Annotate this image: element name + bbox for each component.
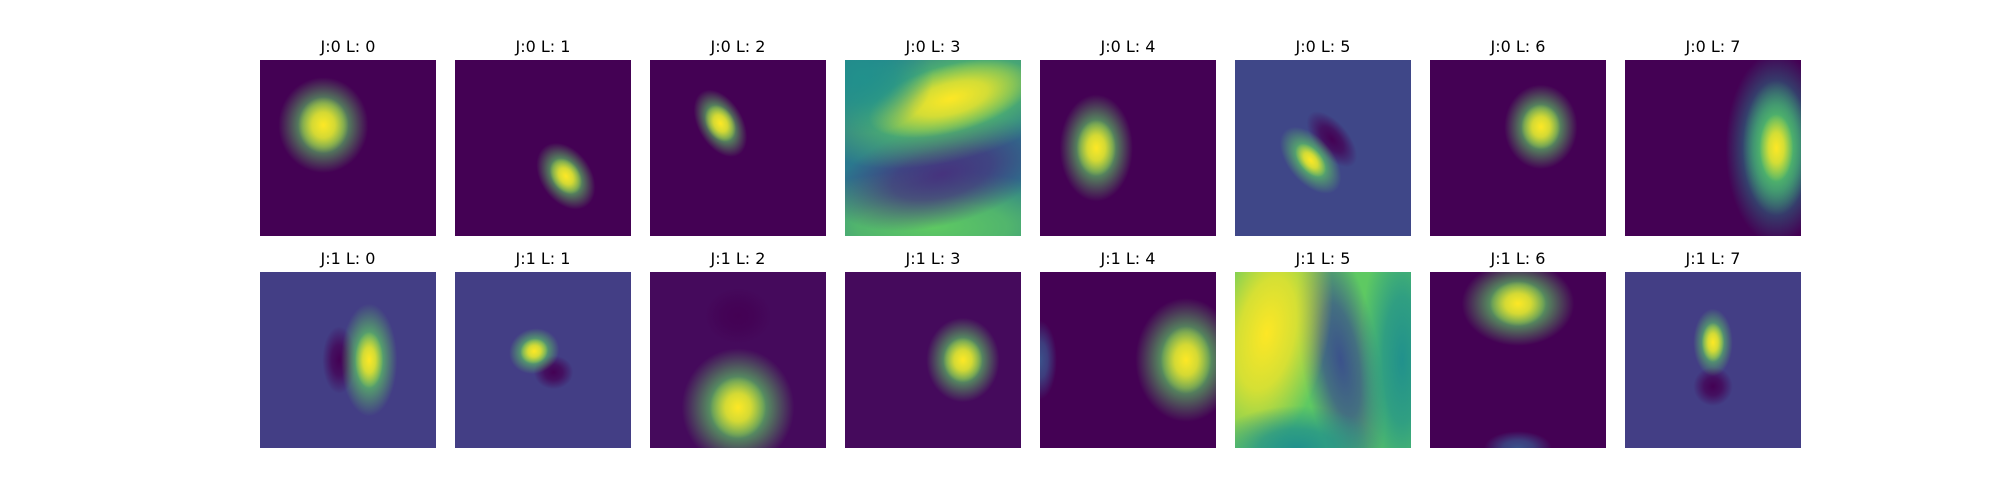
panel-title: J:0 L: 0 <box>320 37 376 56</box>
filter-image <box>1235 272 1411 448</box>
image-blob <box>298 96 349 154</box>
panel-title: J:0 L: 4 <box>1100 37 1156 56</box>
filter-image <box>260 60 436 236</box>
filter-image <box>845 272 1021 448</box>
filter-image <box>1235 60 1411 236</box>
panel: J:0 L: 1 <box>455 37 631 236</box>
panel-title: J:1 L: 5 <box>1295 249 1351 268</box>
panel: J:0 L: 6 <box>1430 37 1606 236</box>
panel-title: J:1 L: 6 <box>1490 249 1546 268</box>
image-blob <box>943 337 983 383</box>
panel: J:1 L: 2 <box>650 249 826 448</box>
image-blob <box>1359 272 1411 448</box>
image-blob <box>1040 320 1057 400</box>
filter-image <box>1625 272 1801 448</box>
panel: J:0 L: 0 <box>260 37 436 236</box>
image-blob <box>1235 272 1333 448</box>
image-blob <box>704 104 737 142</box>
panel-title: J:0 L: 6 <box>1490 37 1546 56</box>
filter-image <box>1625 60 1801 236</box>
panel: J:1 L: 3 <box>845 249 1021 448</box>
image-blob <box>1489 281 1547 327</box>
panel-title: J:0 L: 7 <box>1685 37 1741 56</box>
panel: J:1 L: 0 <box>260 249 436 448</box>
filter-image <box>1430 272 1606 448</box>
filter-image <box>1040 272 1216 448</box>
image-blob <box>709 376 767 439</box>
panel: J:1 L: 6 <box>1430 249 1606 448</box>
filter-image <box>455 272 631 448</box>
panel: J:0 L: 4 <box>1040 37 1216 236</box>
panel-title: J:0 L: 3 <box>905 37 961 56</box>
panel-title: J:0 L: 2 <box>710 37 766 56</box>
panel: J:1 L: 1 <box>455 249 631 448</box>
panel-title: J:0 L: 5 <box>1295 37 1351 56</box>
image-blob <box>1484 431 1552 448</box>
image-blob <box>1521 104 1561 150</box>
filter-image <box>1040 60 1216 236</box>
panel-title: J:1 L: 0 <box>320 249 376 268</box>
panel-title: J:0 L: 1 <box>515 37 571 56</box>
filter-image <box>650 60 826 236</box>
image-blob <box>1306 111 1358 168</box>
panel: J:0 L: 5 <box>1235 37 1411 236</box>
panel: J:0 L: 7 <box>1625 37 1801 236</box>
image-blob <box>1693 366 1733 407</box>
panel: J:0 L: 3 <box>845 37 1021 236</box>
filter-image <box>650 272 826 448</box>
filter-image <box>260 272 436 448</box>
panel-title: J:1 L: 4 <box>1100 249 1156 268</box>
filter-image <box>455 60 631 236</box>
panel: J:1 L: 5 <box>1235 249 1411 448</box>
image-blob <box>1701 322 1725 363</box>
image-blob <box>704 287 772 345</box>
image-blob <box>520 338 549 365</box>
image-blob <box>1235 405 1382 448</box>
panel: J:1 L: 7 <box>1625 249 1801 448</box>
image-blob <box>1759 114 1794 182</box>
panel: J:1 L: 4 <box>1040 249 1216 448</box>
panel-title: J:1 L: 3 <box>905 249 961 268</box>
image-blob <box>549 158 583 195</box>
filter-image <box>1430 60 1606 236</box>
image-blob <box>1076 119 1117 177</box>
image-blob <box>1295 143 1327 178</box>
image-blob <box>355 331 384 389</box>
panel: J:0 L: 2 <box>650 37 826 236</box>
image-blob <box>845 60 933 134</box>
panel-title: J:1 L: 7 <box>1685 249 1741 268</box>
panel-title: J:1 L: 2 <box>710 249 766 268</box>
filter-image <box>845 60 1021 236</box>
image-blob <box>1160 326 1212 394</box>
panel-title: J:1 L: 1 <box>515 249 571 268</box>
